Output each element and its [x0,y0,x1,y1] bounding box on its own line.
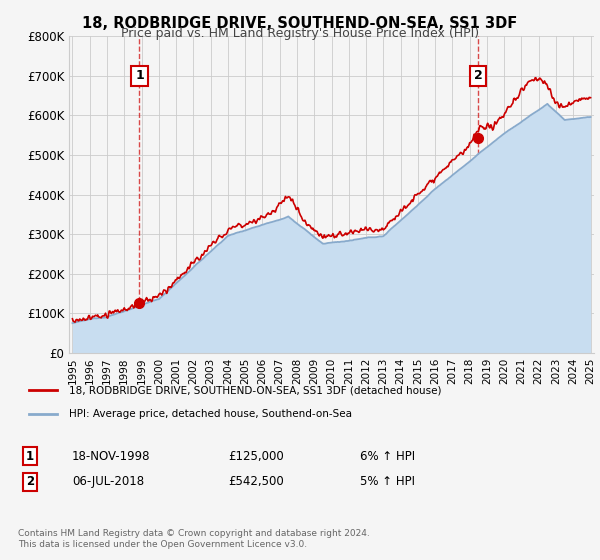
Text: 1: 1 [135,69,144,82]
Text: 6% ↑ HPI: 6% ↑ HPI [360,450,415,463]
Text: 18, RODBRIDGE DRIVE, SOUTHEND-ON-SEA, SS1 3DF: 18, RODBRIDGE DRIVE, SOUTHEND-ON-SEA, SS… [82,16,518,31]
Text: 1: 1 [26,450,34,463]
Text: 18-NOV-1998: 18-NOV-1998 [72,450,151,463]
Text: £125,000: £125,000 [228,450,284,463]
Text: 18, RODBRIDGE DRIVE, SOUTHEND-ON-SEA, SS1 3DF (detached house): 18, RODBRIDGE DRIVE, SOUTHEND-ON-SEA, SS… [69,385,441,395]
Text: 2: 2 [26,475,34,488]
Text: £542,500: £542,500 [228,475,284,488]
Text: HPI: Average price, detached house, Southend-on-Sea: HPI: Average price, detached house, Sout… [69,408,352,418]
Text: 5% ↑ HPI: 5% ↑ HPI [360,475,415,488]
Text: 06-JUL-2018: 06-JUL-2018 [72,475,144,488]
Text: Price paid vs. HM Land Registry's House Price Index (HPI): Price paid vs. HM Land Registry's House … [121,27,479,40]
Text: Contains HM Land Registry data © Crown copyright and database right 2024.
This d: Contains HM Land Registry data © Crown c… [18,529,370,549]
Text: 2: 2 [474,69,482,82]
